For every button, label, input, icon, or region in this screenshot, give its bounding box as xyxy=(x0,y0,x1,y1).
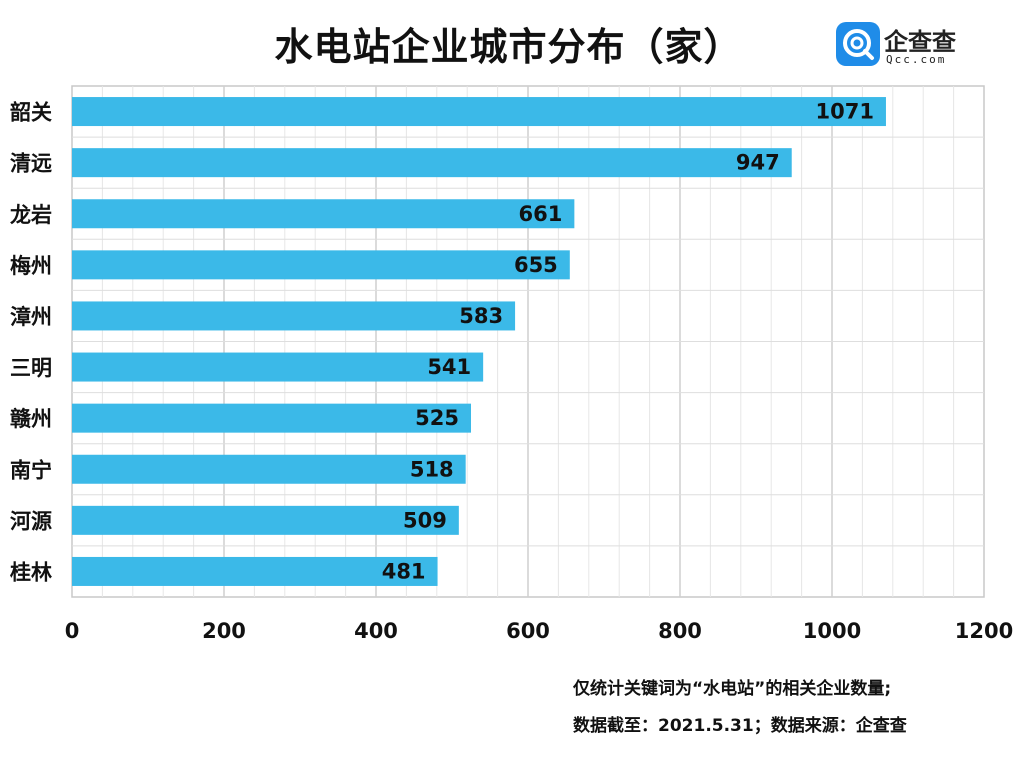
bar-value-label: 509 xyxy=(403,508,447,532)
bar xyxy=(72,403,471,433)
bar xyxy=(72,505,459,535)
bar xyxy=(72,148,792,178)
bar-value-label: 661 xyxy=(519,202,563,226)
bar-value-label: 541 xyxy=(427,355,471,379)
bar xyxy=(72,556,438,586)
footnote-scope: 仅统计关键词为“水电站”的相关企业数量; xyxy=(573,679,892,699)
x-tick-label: 0 xyxy=(65,619,80,643)
bar-value-label: 1071 xyxy=(816,100,874,124)
bar-value-label: 525 xyxy=(415,406,459,430)
bar-value-label: 481 xyxy=(382,559,426,583)
bar-value-label: 655 xyxy=(514,253,558,277)
bar xyxy=(72,454,466,484)
chart-title: 水电站企业城市分布（家） xyxy=(274,25,743,69)
bar xyxy=(72,250,570,280)
x-tick-label: 600 xyxy=(506,619,550,643)
category-label: 梅州 xyxy=(10,254,52,278)
category-label: 河源 xyxy=(10,509,52,533)
bar-value-label: 518 xyxy=(410,457,454,481)
bar xyxy=(72,301,516,331)
category-label: 韶关 xyxy=(10,101,52,125)
x-tick-label: 800 xyxy=(658,619,702,643)
qcc-logo: 企查查 Qcc.com xyxy=(836,22,986,70)
category-label: 清远 xyxy=(10,152,52,176)
bar xyxy=(72,199,575,229)
x-tick-label: 1200 xyxy=(955,619,1013,643)
x-tick-label: 400 xyxy=(354,619,398,643)
logo-name: 企查查 xyxy=(884,28,956,56)
bar xyxy=(72,97,886,127)
category-label: 漳州 xyxy=(10,305,52,329)
category-label: 龙岩 xyxy=(10,203,52,227)
x-tick-label: 200 xyxy=(202,619,246,643)
footnote-source: 数据截至：2021.5.31；数据来源：企查查 xyxy=(573,716,907,736)
bar-value-label: 583 xyxy=(459,304,503,328)
category-label: 三明 xyxy=(10,356,52,380)
logo-sub: Qcc.com xyxy=(886,53,947,66)
bar-value-label: 947 xyxy=(736,151,780,175)
bar xyxy=(72,352,484,382)
x-tick-label: 1000 xyxy=(803,619,861,643)
category-label: 桂林 xyxy=(9,560,52,584)
qcc-logo-icon xyxy=(836,22,880,66)
category-label: 赣州 xyxy=(10,407,52,431)
category-label: 南宁 xyxy=(10,458,52,482)
